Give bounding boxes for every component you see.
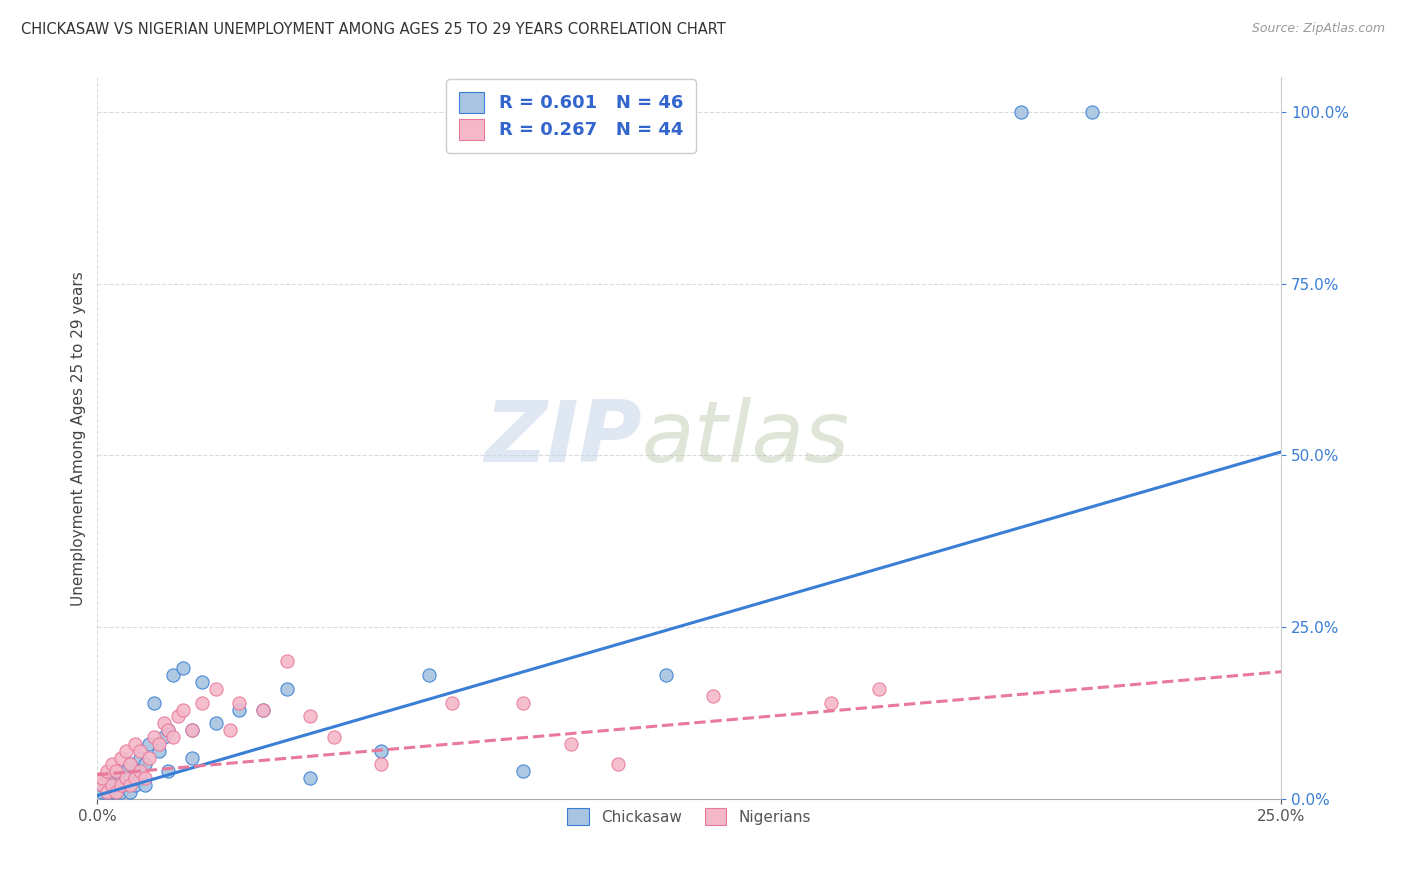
Point bbox=[100, 778, 122, 792]
Point bbox=[114, 778, 136, 792]
Point bbox=[1010, 104, 1032, 119]
Point bbox=[124, 771, 146, 785]
Point bbox=[100, 785, 122, 799]
Point bbox=[120, 778, 142, 792]
Point bbox=[323, 730, 346, 744]
Point bbox=[96, 764, 118, 779]
Point bbox=[148, 737, 170, 751]
Point bbox=[152, 716, 174, 731]
Point bbox=[162, 730, 184, 744]
Point bbox=[299, 709, 322, 723]
Point bbox=[276, 681, 298, 696]
Point bbox=[91, 771, 114, 785]
Point bbox=[91, 778, 114, 792]
Point bbox=[129, 764, 152, 779]
Point bbox=[110, 771, 132, 785]
Point bbox=[299, 771, 322, 785]
Point bbox=[124, 778, 146, 792]
Point bbox=[120, 771, 142, 785]
Point bbox=[512, 764, 534, 779]
Point bbox=[120, 757, 142, 772]
Point bbox=[105, 778, 128, 792]
Point bbox=[129, 744, 152, 758]
Point bbox=[190, 675, 212, 690]
Point bbox=[124, 737, 146, 751]
Text: Source: ZipAtlas.com: Source: ZipAtlas.com bbox=[1251, 22, 1385, 36]
Point bbox=[129, 771, 152, 785]
Point bbox=[820, 696, 842, 710]
Point bbox=[105, 785, 128, 799]
Point bbox=[114, 764, 136, 779]
Point bbox=[190, 696, 212, 710]
Point bbox=[105, 764, 128, 779]
Point bbox=[96, 785, 118, 799]
Point bbox=[204, 681, 226, 696]
Point bbox=[252, 702, 274, 716]
Point bbox=[228, 696, 250, 710]
Point bbox=[181, 723, 204, 738]
Point bbox=[105, 785, 128, 799]
Point bbox=[134, 757, 156, 772]
Point bbox=[120, 785, 142, 799]
Point bbox=[91, 778, 114, 792]
Point bbox=[441, 696, 464, 710]
Point bbox=[124, 764, 146, 779]
Point bbox=[96, 771, 118, 785]
Point bbox=[166, 709, 188, 723]
Point bbox=[654, 668, 676, 682]
Point bbox=[138, 750, 160, 764]
Point bbox=[868, 681, 890, 696]
Point bbox=[100, 778, 122, 792]
Text: atlas: atlas bbox=[643, 397, 849, 480]
Point bbox=[172, 661, 194, 675]
Point bbox=[143, 730, 166, 744]
Point bbox=[228, 702, 250, 716]
Point bbox=[129, 750, 152, 764]
Point bbox=[370, 757, 392, 772]
Point bbox=[114, 744, 136, 758]
Point bbox=[172, 702, 194, 716]
Point bbox=[157, 764, 180, 779]
Y-axis label: Unemployment Among Ages 25 to 29 years: Unemployment Among Ages 25 to 29 years bbox=[72, 271, 86, 606]
Legend: Chickasaw, Nigerians: Chickasaw, Nigerians bbox=[558, 798, 820, 835]
Point bbox=[148, 744, 170, 758]
Point bbox=[100, 771, 122, 785]
Point bbox=[100, 757, 122, 772]
Point bbox=[560, 737, 582, 751]
Point bbox=[91, 785, 114, 799]
Point bbox=[252, 702, 274, 716]
Point bbox=[110, 778, 132, 792]
Point bbox=[105, 764, 128, 779]
Point bbox=[219, 723, 242, 738]
Point bbox=[110, 785, 132, 799]
Point bbox=[143, 696, 166, 710]
Point bbox=[204, 716, 226, 731]
Point bbox=[1080, 104, 1102, 119]
Point bbox=[110, 750, 132, 764]
Point bbox=[152, 730, 174, 744]
Point bbox=[181, 723, 204, 738]
Point bbox=[96, 785, 118, 799]
Text: ZIP: ZIP bbox=[484, 397, 643, 480]
Point bbox=[512, 696, 534, 710]
Point bbox=[702, 689, 724, 703]
Point bbox=[418, 668, 440, 682]
Point bbox=[607, 757, 630, 772]
Text: CHICKASAW VS NIGERIAN UNEMPLOYMENT AMONG AGES 25 TO 29 YEARS CORRELATION CHART: CHICKASAW VS NIGERIAN UNEMPLOYMENT AMONG… bbox=[21, 22, 725, 37]
Point bbox=[157, 723, 180, 738]
Point bbox=[370, 744, 392, 758]
Point bbox=[114, 771, 136, 785]
Point bbox=[134, 778, 156, 792]
Point bbox=[134, 771, 156, 785]
Point bbox=[120, 757, 142, 772]
Point bbox=[276, 655, 298, 669]
Point bbox=[138, 737, 160, 751]
Point bbox=[110, 778, 132, 792]
Point bbox=[157, 723, 180, 738]
Point bbox=[162, 668, 184, 682]
Point bbox=[181, 750, 204, 764]
